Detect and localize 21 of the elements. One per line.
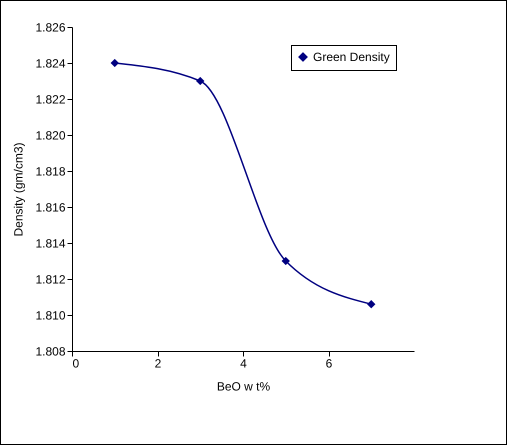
point — [367, 300, 376, 308]
y-tick-label: 1.824 — [35, 56, 66, 70]
y-axis-title: Density (gm/cm3) — [11, 142, 26, 237]
x-tick-label: 6 — [326, 356, 333, 370]
y-tick-label: 1.816 — [35, 200, 66, 214]
y-tick-label: 1.822 — [35, 92, 66, 106]
y-tick-label: 1.810 — [35, 308, 66, 322]
x-tick-label: 2 — [154, 356, 162, 370]
y-tick-label: 1.826 — [35, 20, 66, 34]
y-tick-label: 1.820 — [35, 128, 66, 142]
x-tick-label: 4 — [240, 356, 248, 370]
x-tick-label: 0 — [72, 356, 80, 370]
legend-label: Green Density — [313, 50, 390, 64]
point — [110, 58, 119, 68]
y-tick-label: 1.818 — [35, 164, 66, 178]
x-axis-title: BeO w t% — [216, 380, 270, 394]
y-tick-label: 1.812 — [35, 272, 66, 286]
point — [282, 256, 290, 266]
point — [196, 76, 204, 86]
y-tick-label: 1.808 — [35, 344, 66, 358]
y-tick-label: 1.814 — [35, 236, 66, 250]
